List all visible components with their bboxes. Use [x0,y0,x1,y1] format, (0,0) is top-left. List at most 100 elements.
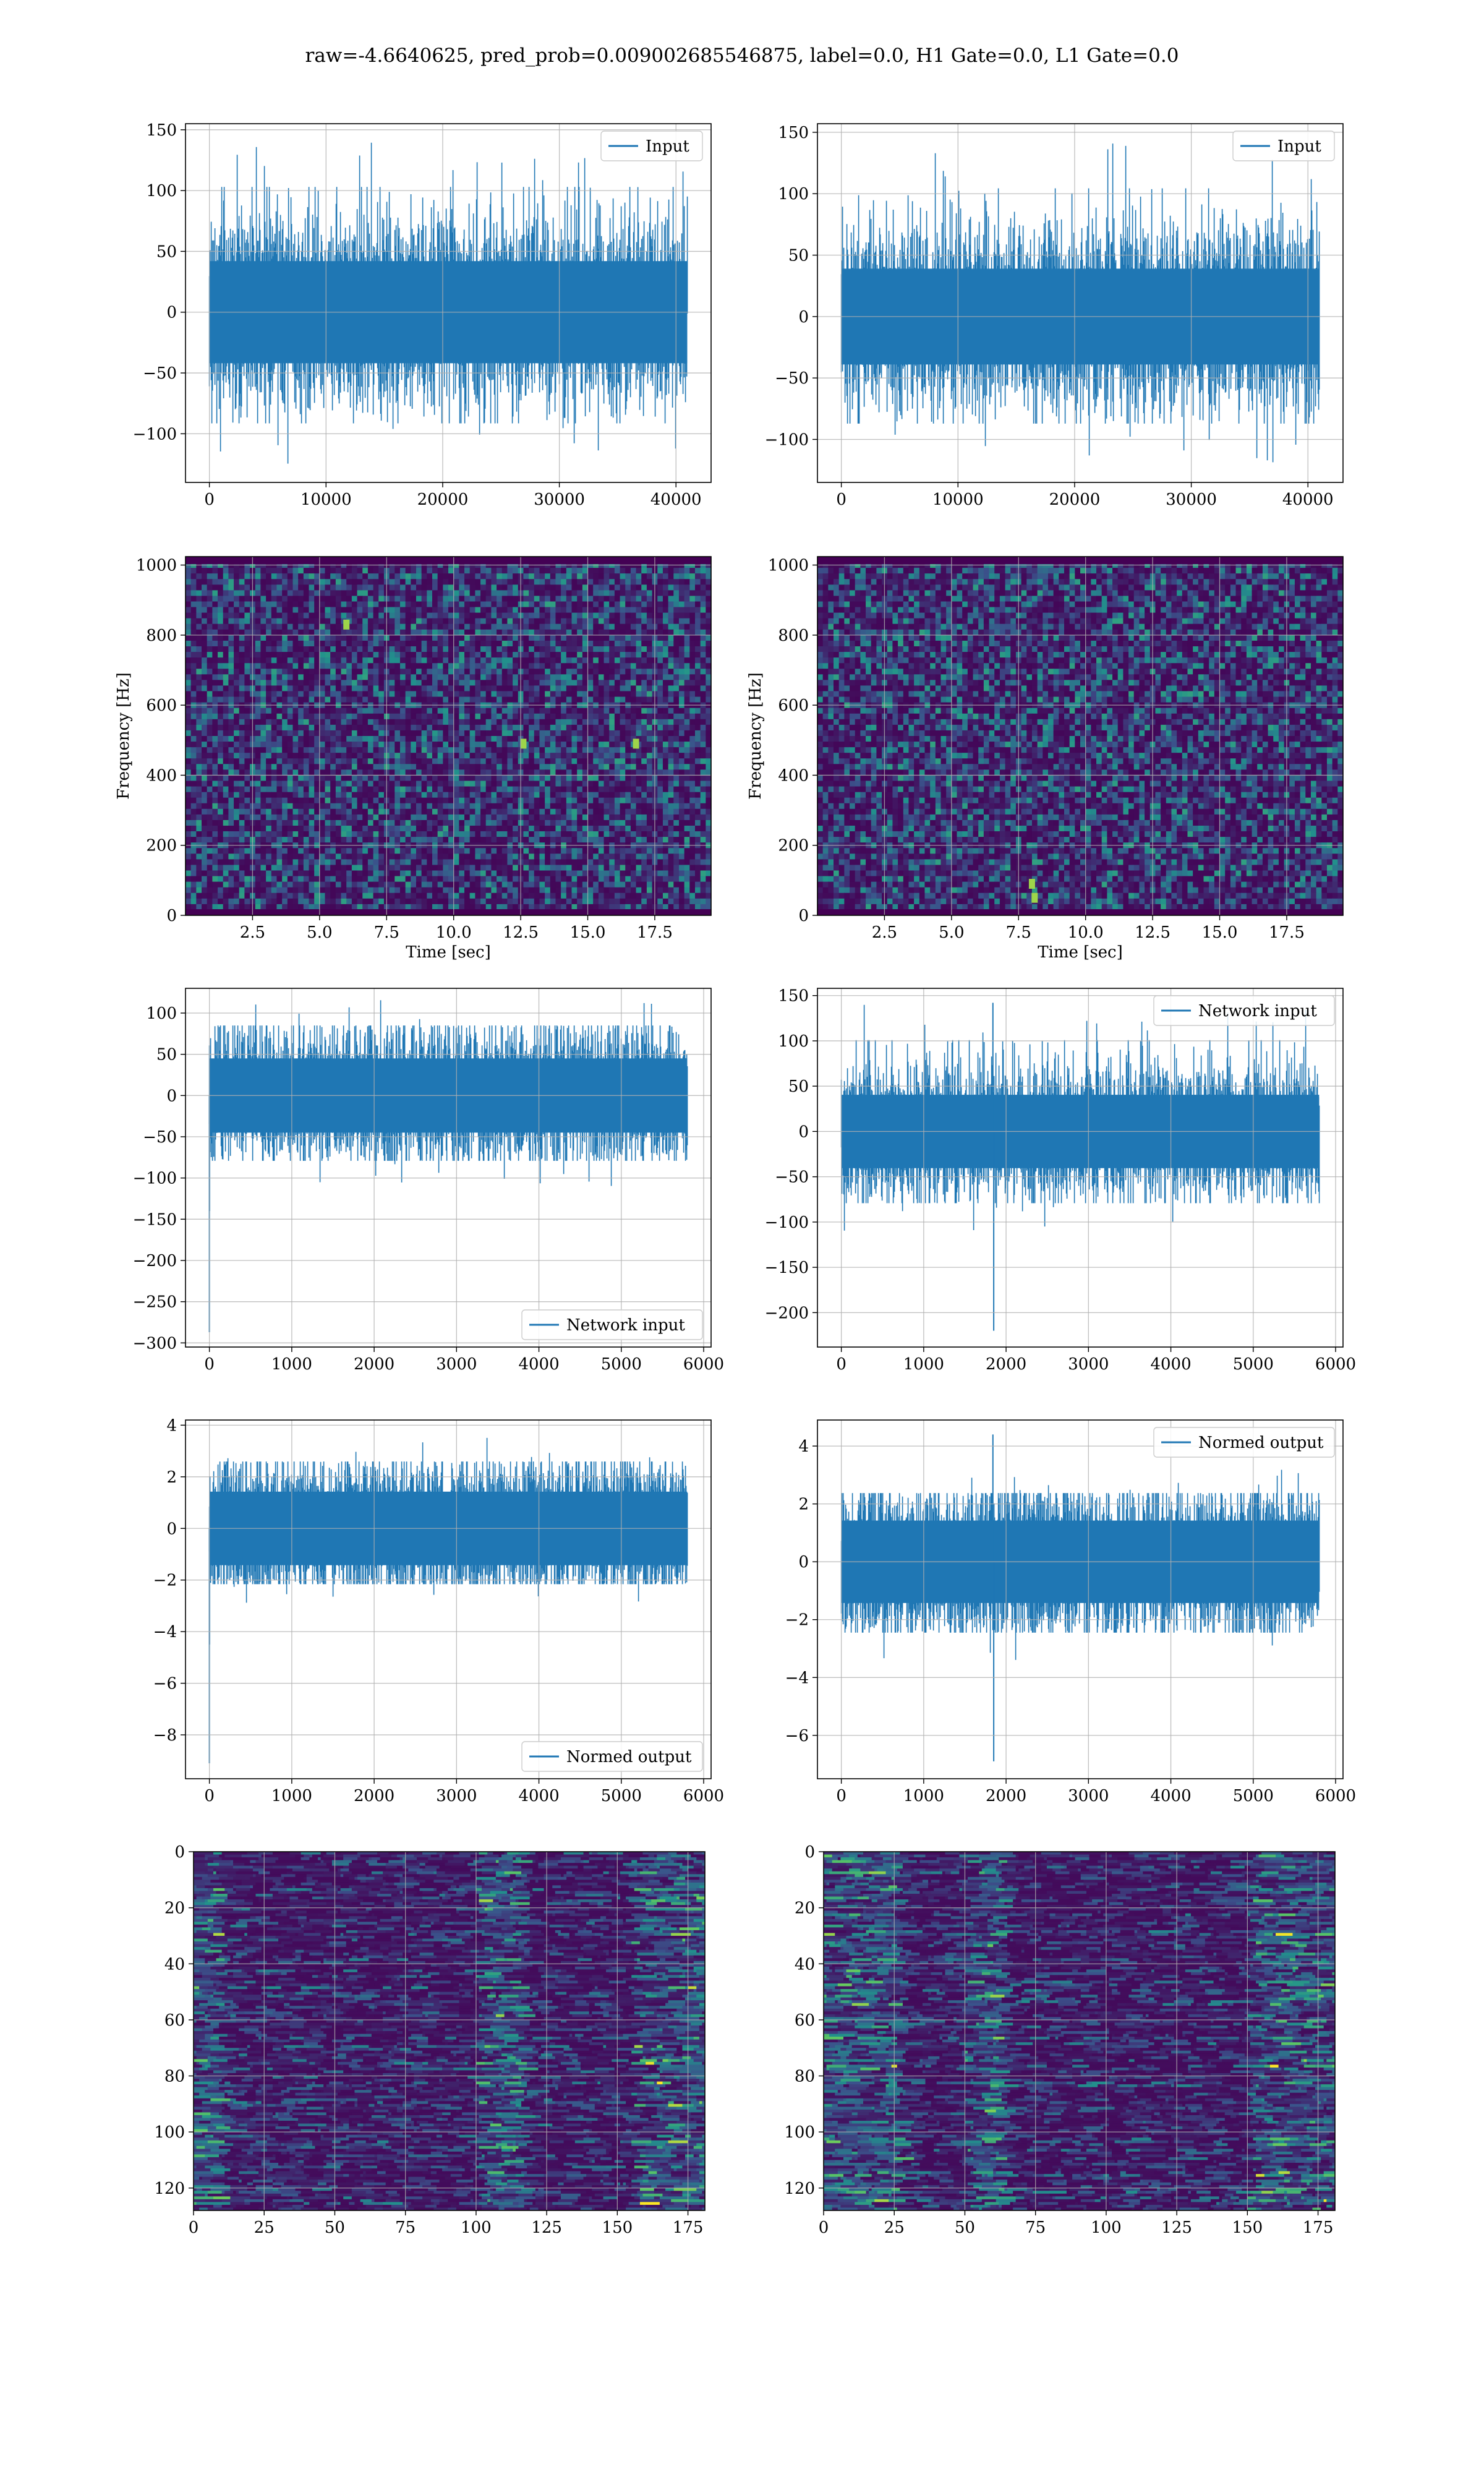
y-tick-label: −150 [765,1259,809,1277]
y-tick-label: 150 [778,987,809,1006]
x-tick-label: 25 [884,2218,905,2237]
legend: Input [601,131,702,161]
x-tick-label: 10000 [932,490,984,509]
x-tick-label: 4000 [1150,1787,1191,1805]
x-tick-label: 5000 [1233,1355,1274,1374]
x-tick-label: 25 [254,2218,275,2237]
x-tick-label: 17.5 [637,923,673,942]
hotspot [520,738,526,748]
y-tick-label: −4 [153,1623,177,1641]
y-tick-label: 1000 [768,557,809,575]
plot-area [842,143,1320,462]
y-tick-label: 2 [798,1495,809,1514]
y-tick-label: 400 [146,766,177,785]
y-tick-label: 50 [788,1077,809,1096]
y-tick-label: −100 [765,1213,809,1232]
x-tick-label: 0 [204,490,215,509]
y-tick-label: 100 [778,1032,809,1051]
y-tick-label: −2 [153,1572,177,1590]
legend: Input [1233,131,1334,161]
y-tick-label: −6 [153,1675,177,1693]
x-tick-label: 2000 [986,1355,1026,1374]
y-tick-label: 20 [164,1899,185,1918]
axes-frame [186,1420,711,1779]
legend: Network input [522,1310,702,1340]
y-tick-label: 0 [166,304,177,322]
legend-label: Input [1277,137,1321,156]
y-tick-label: 150 [778,124,809,142]
y-tick-label: 50 [788,247,809,265]
y-tick-label: 100 [146,182,177,200]
y-tick-label: 800 [778,627,809,645]
y-tick-label: 0 [166,1087,177,1105]
y-tick-label: 150 [146,121,177,140]
y-axis-label: Frequency [Hz] [746,672,765,800]
grid [186,1420,711,1779]
x-tick-label: 30000 [1166,490,1217,509]
x-tick-label: 75 [395,2218,416,2237]
legend-label: Input [646,137,689,156]
x-tick-label: 50 [325,2218,345,2237]
x-tick-label: 10.0 [436,923,472,942]
x-tick-label: 6000 [683,1787,724,1805]
hotspot [633,738,639,748]
y-tick-label: 40 [795,1955,815,1974]
x-tick-label: 1000 [903,1355,944,1374]
y-tick-label: 80 [795,2068,815,2086]
x-tick-label: 40000 [650,490,702,509]
x-tick-label: 5000 [601,1787,642,1805]
y-tick-label: 120 [154,2180,185,2198]
x-tick-label: 75 [1025,2218,1046,2237]
x-tick-label: 5.0 [307,923,332,942]
y-tick-label: 1000 [136,557,177,575]
plot-area [186,557,712,916]
y-tick-label: 0 [804,1843,815,1862]
y-tick-label: 0 [166,1520,177,1538]
x-tick-label: 0 [819,2218,829,2237]
hotspot [343,620,349,630]
x-tick-label: 6000 [1315,1787,1356,1805]
x-tick-label: 150 [602,2218,633,2237]
x-tick-label: 1000 [903,1787,944,1805]
y-tick-label: −4 [785,1669,809,1687]
x-tick-label: 2000 [354,1355,394,1374]
x-tick-label: 125 [531,2218,562,2237]
figure-title: raw=-4.6640625, pred_prob=0.009002685546… [305,45,1179,67]
x-tick-label: 15.0 [570,923,606,942]
hotspot [1031,893,1038,903]
x-tick-label: 40000 [1282,490,1334,509]
y-tick-label: 800 [146,627,177,645]
x-tick-label: 4000 [518,1787,559,1805]
y-tick-label: −50 [775,1168,809,1187]
y-tick-label: 0 [166,907,177,925]
y-tick-label: 100 [154,2123,185,2142]
y-tick-label: 100 [778,185,809,203]
x-tick-label: 50 [955,2218,975,2237]
x-tick-label: 15.0 [1202,923,1238,942]
x-tick-label: 100 [461,2218,492,2237]
x-tick-label: 7.5 [1006,923,1031,942]
legend-label: Normed output [1198,1434,1324,1452]
x-tick-label: 100 [1091,2218,1122,2237]
x-tick-label: 150 [1232,2218,1263,2237]
y-tick-label: 20 [795,1899,815,1918]
y-tick-label: −150 [133,1210,177,1229]
y-tick-label: 40 [164,1955,185,1974]
x-tick-label: 0 [204,1355,215,1374]
x-axis-label: Time [sec] [1038,943,1123,962]
y-tick-label: 200 [778,837,809,855]
legend: Normed output [522,1742,702,1771]
y-tick-label: −2 [785,1611,809,1630]
x-tick-label: 6000 [683,1355,724,1374]
x-tick-label: 6000 [1315,1355,1356,1374]
x-tick-label: 30000 [534,490,585,509]
